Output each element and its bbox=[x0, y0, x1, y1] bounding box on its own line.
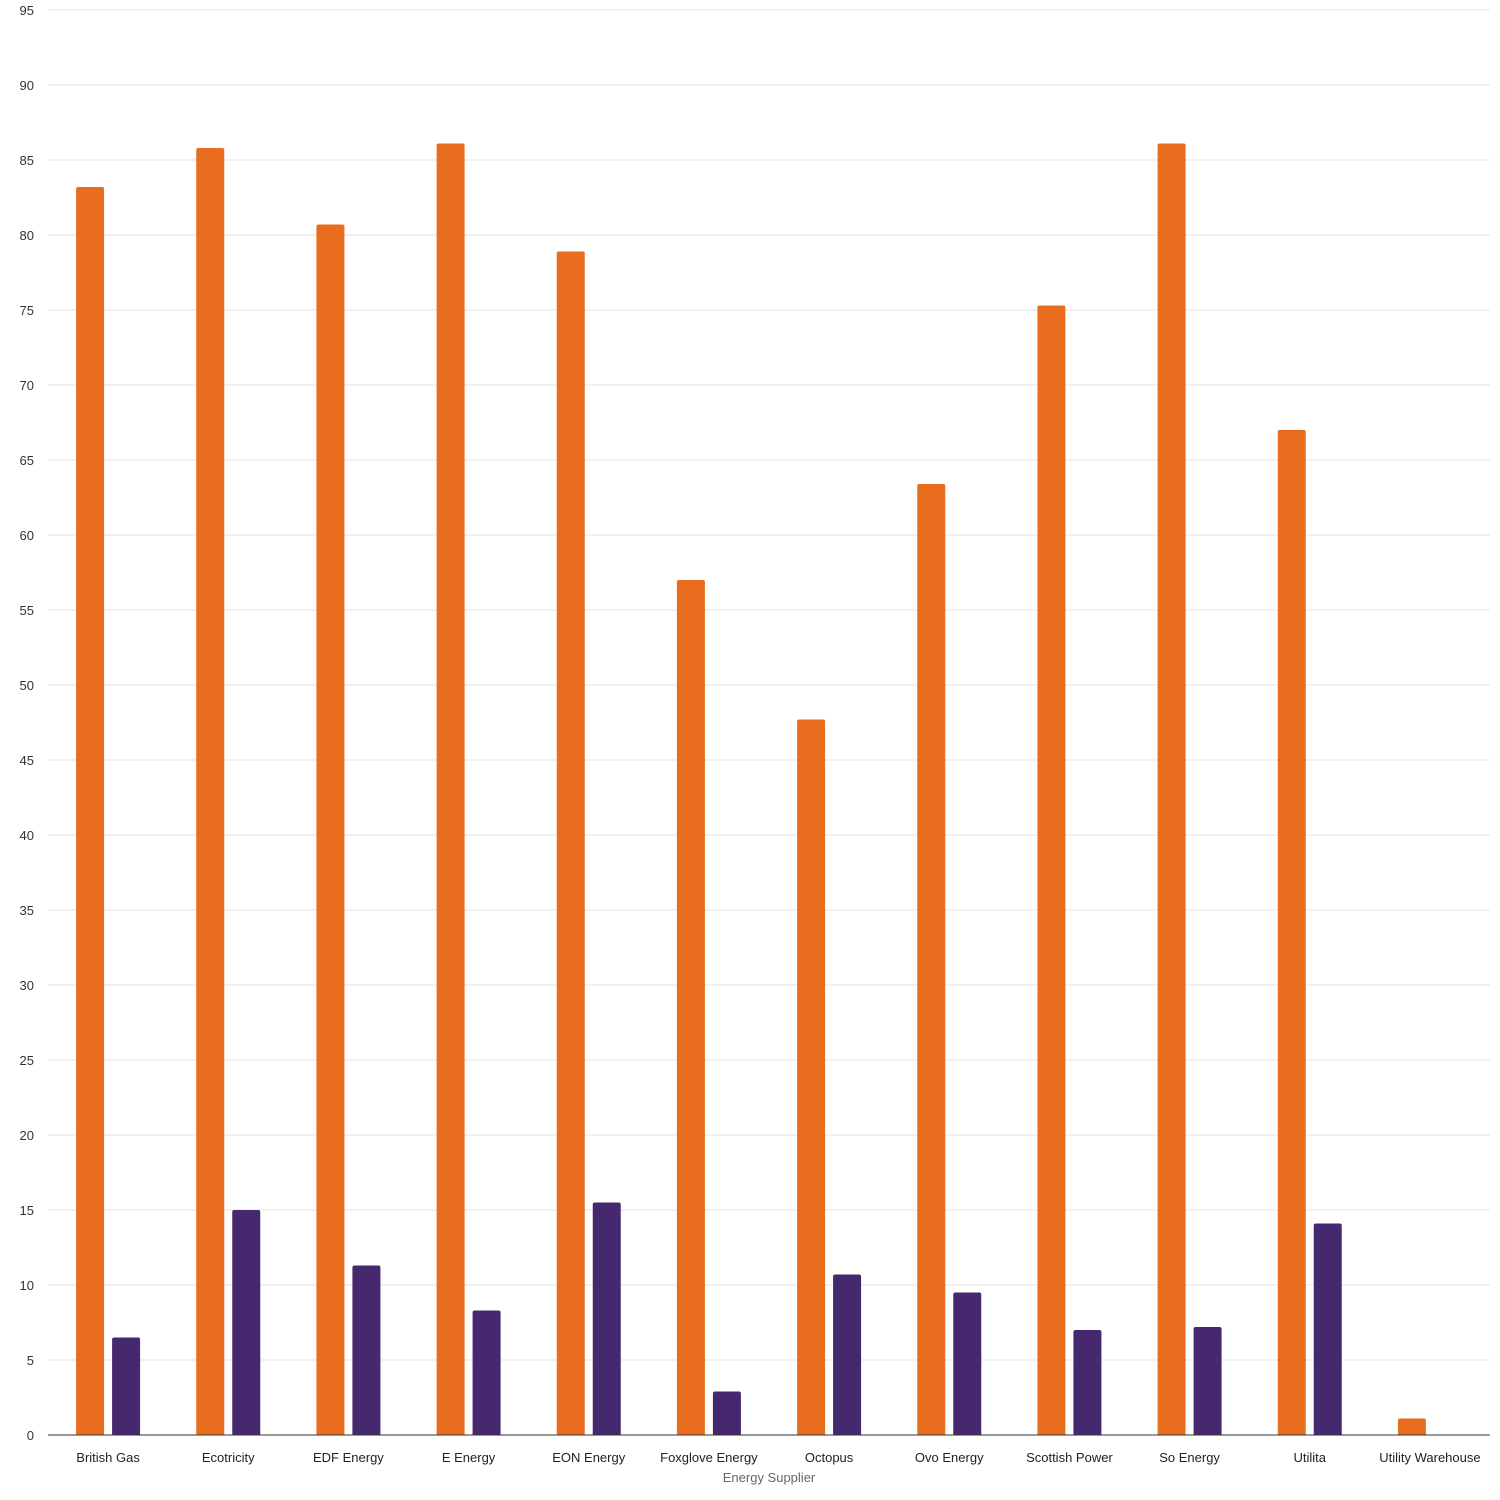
bar-series-1-ecotricity bbox=[196, 148, 225, 1435]
bar-series-1-british-gas bbox=[76, 187, 105, 1435]
bar-series-1-octopus bbox=[797, 719, 826, 1435]
bar-series-2-foxglove-energy bbox=[712, 1391, 741, 1435]
bar-series-1-eon-energy bbox=[556, 251, 585, 1435]
bar-series-2-edf-energy bbox=[352, 1265, 381, 1435]
bar-series-1-ovo-energy bbox=[917, 484, 946, 1435]
x-tick-label: Scottish Power bbox=[1026, 1450, 1113, 1465]
bar-series-2-eon-energy bbox=[592, 1202, 621, 1435]
bar-series-1-e-energy bbox=[436, 143, 465, 1435]
y-tick-label: 80 bbox=[20, 228, 34, 243]
bar-series-2-ecotricity bbox=[232, 1210, 261, 1435]
gridlines bbox=[48, 9, 1490, 1361]
y-tick-label: 10 bbox=[20, 1278, 34, 1293]
x-axis-ticks: British Gas Ecotricity EDF Energy E Energy E… bbox=[76, 1450, 1480, 1465]
bar-series-1-utility-warehouse bbox=[1397, 1418, 1426, 1435]
y-tick-label: 65 bbox=[20, 453, 34, 468]
bar-series-1-so-energy bbox=[1157, 143, 1186, 1435]
bar-series-2-octopus bbox=[833, 1274, 862, 1435]
y-tick-label: 40 bbox=[20, 828, 34, 843]
y-tick-label: 60 bbox=[20, 528, 34, 543]
bar-series-1-foxglove-energy bbox=[676, 580, 705, 1435]
bar-series-2-british-gas bbox=[112, 1337, 141, 1435]
bar-series-1-edf-energy bbox=[316, 224, 345, 1435]
bar-series-1-scottish-power bbox=[1037, 305, 1066, 1435]
x-tick-label: Ovo Energy bbox=[915, 1450, 984, 1465]
x-tick-label: Utilita bbox=[1293, 1450, 1326, 1465]
x-tick-label: Utility Warehouse bbox=[1379, 1450, 1480, 1465]
y-tick-label: 45 bbox=[20, 753, 34, 768]
y-tick-label: 0 bbox=[27, 1428, 34, 1443]
bar-series-2-scottish-power bbox=[1073, 1330, 1102, 1435]
y-tick-label: 25 bbox=[20, 1053, 34, 1068]
y-tick-label: 95 bbox=[20, 3, 34, 18]
bar-series-2-e-energy bbox=[472, 1310, 501, 1435]
y-tick-label: 55 bbox=[20, 603, 34, 618]
bar-series-1-utilita bbox=[1277, 430, 1306, 1435]
x-tick-label: EDF Energy bbox=[313, 1450, 384, 1465]
y-tick-label: 85 bbox=[20, 153, 34, 168]
x-tick-label: Ecotricity bbox=[202, 1450, 255, 1465]
y-axis-ticks: 0 5 10 15 20 25 30 35 40 45 50 55 60 65 70 75 80 85 90 95 bbox=[20, 3, 34, 1443]
y-tick-label: 90 bbox=[20, 78, 34, 93]
y-tick-label: 75 bbox=[20, 303, 34, 318]
bar-series-2-utilita bbox=[1313, 1223, 1342, 1435]
y-tick-label: 50 bbox=[20, 678, 34, 693]
y-tick-label: 20 bbox=[20, 1128, 34, 1143]
bars bbox=[76, 143, 1426, 1435]
x-tick-label: So Energy bbox=[1159, 1450, 1220, 1465]
x-tick-label: EON Energy bbox=[552, 1450, 625, 1465]
x-axis-title: Energy Supplier bbox=[723, 1470, 816, 1485]
y-tick-label: 5 bbox=[27, 1353, 34, 1368]
y-tick-label: 35 bbox=[20, 903, 34, 918]
bar-series-2-ovo-energy bbox=[953, 1292, 982, 1435]
x-tick-label: E Energy bbox=[442, 1450, 496, 1465]
y-tick-label: 70 bbox=[20, 378, 34, 393]
x-tick-label: British Gas bbox=[76, 1450, 140, 1465]
y-tick-label: 30 bbox=[20, 978, 34, 993]
bar-series-2-so-energy bbox=[1193, 1327, 1222, 1435]
y-tick-label: 15 bbox=[20, 1203, 34, 1218]
x-tick-label: Foxglove Energy bbox=[660, 1450, 758, 1465]
x-tick-label: Octopus bbox=[805, 1450, 854, 1465]
